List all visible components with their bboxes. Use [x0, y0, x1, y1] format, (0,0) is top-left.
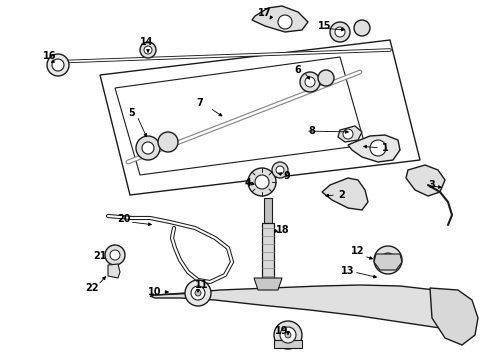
Text: 16: 16 — [43, 51, 57, 61]
Text: 12: 12 — [351, 246, 365, 256]
Circle shape — [285, 332, 291, 338]
Polygon shape — [254, 278, 282, 290]
Polygon shape — [262, 223, 274, 278]
Text: 17: 17 — [258, 8, 272, 18]
Circle shape — [191, 286, 205, 300]
Circle shape — [276, 166, 284, 174]
Text: 10: 10 — [148, 287, 162, 297]
Text: 2: 2 — [339, 190, 345, 200]
Circle shape — [335, 27, 345, 37]
Circle shape — [185, 280, 211, 306]
Circle shape — [140, 42, 156, 58]
Polygon shape — [108, 264, 120, 278]
Text: 13: 13 — [341, 266, 355, 276]
Polygon shape — [406, 165, 445, 196]
Polygon shape — [430, 288, 478, 345]
Circle shape — [144, 46, 152, 54]
Text: 6: 6 — [294, 65, 301, 75]
Circle shape — [318, 70, 334, 86]
Circle shape — [300, 72, 320, 92]
Text: 8: 8 — [309, 126, 316, 136]
Circle shape — [52, 59, 64, 71]
Circle shape — [158, 132, 178, 152]
Text: 19: 19 — [275, 326, 289, 336]
Polygon shape — [348, 135, 400, 162]
Text: 18: 18 — [276, 225, 290, 235]
Circle shape — [343, 129, 353, 139]
Circle shape — [381, 253, 395, 267]
Polygon shape — [338, 126, 362, 142]
Text: 7: 7 — [196, 98, 203, 108]
Circle shape — [110, 250, 120, 260]
Circle shape — [374, 246, 402, 274]
Polygon shape — [150, 285, 460, 328]
Polygon shape — [322, 178, 368, 210]
Polygon shape — [374, 254, 402, 270]
Text: 3: 3 — [429, 180, 436, 190]
Circle shape — [47, 54, 69, 76]
Circle shape — [255, 175, 269, 189]
Text: 21: 21 — [93, 251, 107, 261]
Text: 11: 11 — [195, 280, 209, 290]
Circle shape — [272, 162, 288, 178]
Circle shape — [248, 168, 276, 196]
Circle shape — [274, 321, 302, 349]
Text: 1: 1 — [382, 143, 389, 153]
Text: 9: 9 — [284, 171, 291, 181]
Polygon shape — [274, 340, 302, 348]
Text: 4: 4 — [245, 178, 251, 188]
Circle shape — [370, 140, 386, 156]
Polygon shape — [264, 198, 272, 223]
Polygon shape — [252, 6, 308, 32]
Circle shape — [278, 15, 292, 29]
Circle shape — [280, 327, 296, 343]
Text: 20: 20 — [117, 214, 131, 224]
Text: 5: 5 — [129, 108, 135, 118]
Text: 15: 15 — [318, 21, 332, 31]
Circle shape — [136, 136, 160, 160]
Circle shape — [354, 20, 370, 36]
Circle shape — [195, 290, 201, 296]
Circle shape — [330, 22, 350, 42]
Text: 14: 14 — [140, 37, 154, 47]
Circle shape — [305, 77, 315, 87]
Text: 22: 22 — [85, 283, 99, 293]
Circle shape — [142, 142, 154, 154]
Circle shape — [105, 245, 125, 265]
